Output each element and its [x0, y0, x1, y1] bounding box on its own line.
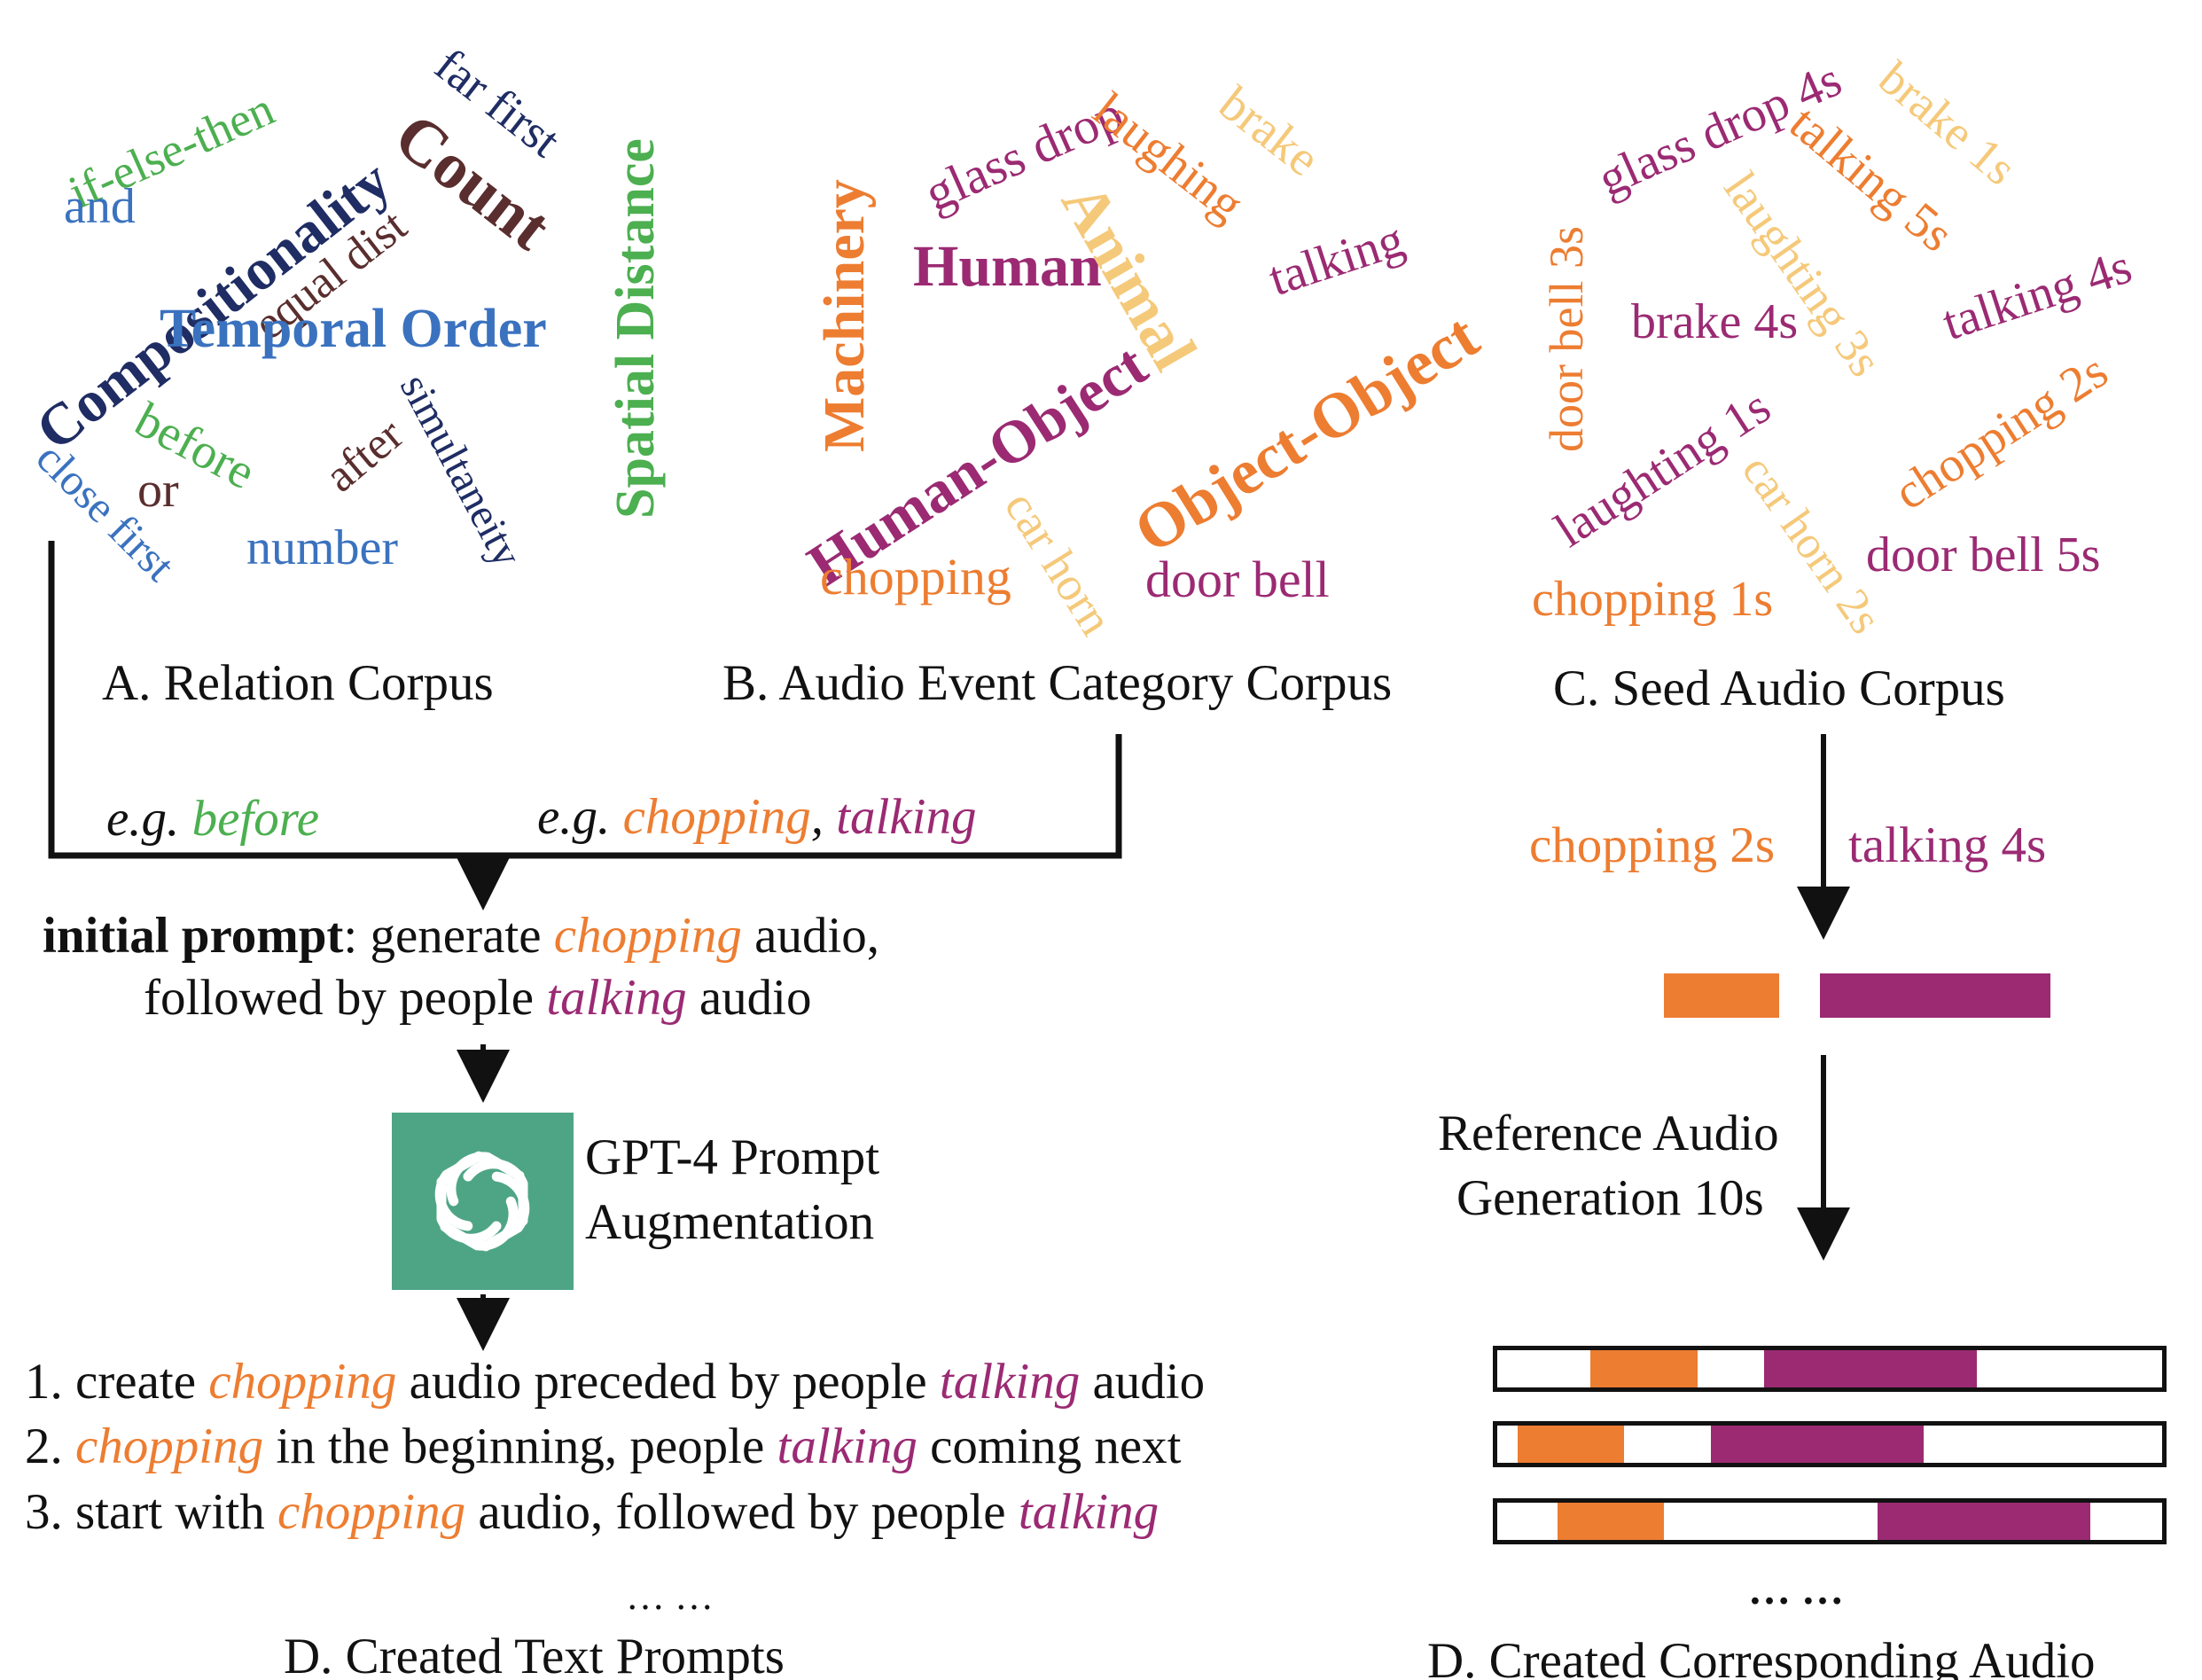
word-door-bell-3s: door bell 3s: [1540, 226, 1593, 452]
word-brake-4s: brake 4s: [1631, 294, 1799, 349]
caption-category-corpus: B. Audio Event Category Corpus: [722, 655, 1393, 711]
word-chopping: chopping: [820, 548, 1011, 606]
prompt-post: audio: [1092, 1354, 1206, 1410]
word-door-bell: door bell: [1145, 551, 1330, 608]
audio-track-2: [1493, 1421, 2167, 1467]
prompt-pre: create: [75, 1354, 197, 1410]
example-before: before: [191, 791, 320, 847]
word-door-bell-5s: door bell 5s: [1866, 527, 2101, 582]
track-segment-chopping: [1517, 1426, 1624, 1463]
created-prompt-2: 2. chopping in the beginning, people tal…: [25, 1417, 1181, 1477]
bracket-line: [48, 541, 1122, 859]
created-prompt-3: 3. start with chopping audio, followed b…: [25, 1482, 1159, 1543]
openai-knot-icon: [434, 1151, 530, 1252]
openai-logo-icon: [392, 1113, 574, 1290]
prompt-pre: start with: [75, 1484, 265, 1540]
prompt-chopping: chopping: [208, 1354, 397, 1410]
prompts-ellipsis: … …: [626, 1575, 714, 1618]
created-prompt-1: 1. create chopping audio preceded by peo…: [25, 1352, 1205, 1412]
seed-segment-chopping: [1664, 973, 1779, 1018]
track-segment-talking: [1710, 1426, 1925, 1463]
initial-prompt-chopping: chopping: [553, 908, 742, 964]
initial-prompt-talking: talking: [546, 970, 687, 1026]
prompt-post: coming next: [930, 1418, 1182, 1474]
caption-relation-corpus: A. Relation Corpus: [102, 655, 494, 711]
selected-seed-talking: talking 4s: [1848, 817, 2047, 873]
example-talking: talking: [836, 789, 977, 845]
word-number: number: [246, 520, 399, 575]
prompt-talking: talking: [1018, 1484, 1160, 1540]
seed-segment-talking: [1820, 973, 2050, 1018]
initial-prompt-label: initial prompt: [43, 908, 344, 964]
audio-track-1: [1493, 1346, 2167, 1392]
example-separator: ,: [810, 789, 824, 845]
audio-track-3: [1493, 1498, 2167, 1544]
initial-prompt-line-1: initial prompt: generate chopping audio,: [43, 906, 879, 966]
selected-seed-chopping: chopping 2s: [1529, 817, 1776, 873]
initial-prompt-mid: audio,: [754, 908, 880, 964]
prompt-number: 2.: [25, 1418, 63, 1474]
prompt-talking: talking: [777, 1418, 918, 1474]
example-relation: e.g. before: [106, 789, 319, 849]
caption-created-audio: D. Created Corresponding Audio: [1427, 1633, 2096, 1680]
audio-ellipsis: … …: [1748, 1567, 1844, 1614]
prompt-mid: audio, followed by people: [478, 1484, 1006, 1540]
word-and: and: [64, 179, 136, 234]
example-prefix: e.g.: [537, 789, 611, 845]
track-segment-talking: [1763, 1350, 1978, 1387]
prompt-chopping: chopping: [75, 1418, 264, 1474]
track-segment-chopping: [1557, 1503, 1664, 1540]
word-chopping-1s: chopping 1s: [1532, 572, 1774, 627]
prompt-chopping: chopping: [277, 1484, 466, 1540]
gpt-label-line-2: Augmentation: [585, 1194, 875, 1250]
word-or: or: [137, 463, 179, 518]
example-prefix: e.g.: [106, 791, 180, 847]
prompt-talking: talking: [939, 1354, 1081, 1410]
word-temporal-order: Temporal Order: [160, 299, 547, 359]
track-segment-talking: [1877, 1503, 2091, 1540]
initial-prompt-line2-suffix: audio: [699, 970, 812, 1026]
track-segment-chopping: [1590, 1350, 1698, 1387]
caption-seed-corpus: C. Seed Audio Corpus: [1553, 660, 2005, 716]
initial-prompt-line-2: followed by people talking audio: [144, 968, 812, 1028]
word-spatial-distance: Spatial Distance: [605, 138, 666, 519]
example-category: e.g. chopping, talking: [537, 787, 977, 848]
reference-label-line-2: Generation 10s: [1456, 1170, 1764, 1226]
reference-label-line-1: Reference Audio: [1438, 1106, 1779, 1161]
example-chopping: chopping: [622, 789, 811, 845]
prompt-number: 1.: [25, 1354, 63, 1410]
gpt-label-line-1: GPT-4 Prompt: [585, 1129, 880, 1185]
initial-prompt-text: : generate: [343, 908, 542, 964]
initial-prompt-line2-prefix: followed by people: [144, 970, 535, 1026]
prompt-mid: in the beginning, people: [276, 1418, 765, 1474]
word-human: Human: [913, 234, 1102, 299]
prompt-number: 3.: [25, 1484, 63, 1540]
word-machinery: Machinery: [812, 179, 877, 452]
caption-created-text-prompts: D. Created Text Prompts: [284, 1629, 785, 1680]
prompt-mid: audio preceded by people: [409, 1354, 927, 1410]
